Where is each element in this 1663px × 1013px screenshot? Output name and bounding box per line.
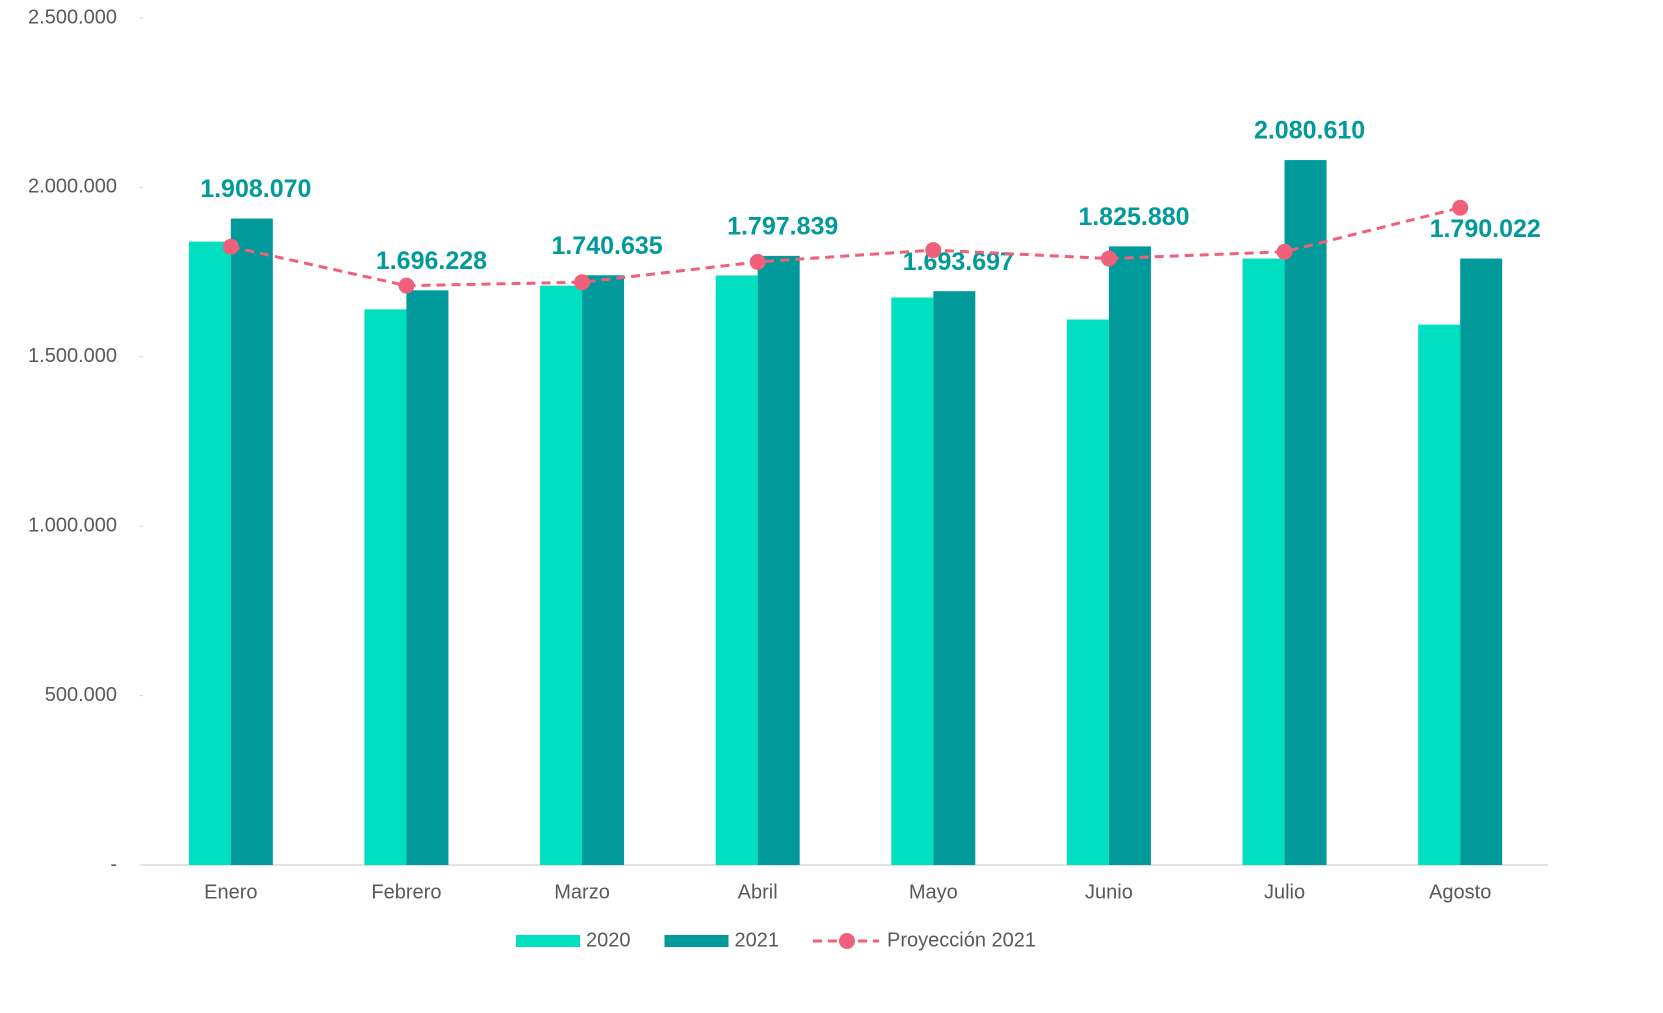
- y-tick-label: -: [110, 853, 117, 875]
- bar: [1418, 324, 1461, 865]
- bar: [406, 290, 449, 865]
- y-tick-label: 1.500.000: [28, 345, 117, 367]
- bar: [891, 297, 934, 865]
- line-marker: [574, 274, 591, 291]
- x-tick-label: Mayo: [909, 881, 958, 903]
- data-label: 1.790.022: [1430, 215, 1541, 243]
- data-label: 1.908.070: [200, 175, 311, 203]
- x-tick-label: Junio: [1085, 881, 1133, 903]
- legend-label: 2021: [735, 929, 780, 951]
- legend-swatch: [664, 935, 729, 947]
- y-tick-label: 1.000.000: [28, 514, 117, 536]
- y-tick-label: 500.000: [45, 684, 117, 706]
- bar: [757, 255, 800, 865]
- bar: [933, 291, 976, 866]
- x-tick-label: Agosto: [1429, 881, 1491, 903]
- bar: [230, 218, 273, 865]
- data-label: 1.696.228: [376, 247, 487, 275]
- y-tick-label: 2.000.000: [28, 176, 117, 198]
- data-label: 1.825.880: [1078, 203, 1189, 231]
- legend-swatch: [839, 933, 855, 949]
- line-marker: [1276, 243, 1293, 260]
- x-tick-label: Enero: [204, 881, 257, 903]
- x-tick-label: Marzo: [554, 881, 610, 903]
- bar: [188, 241, 231, 865]
- bar: [540, 285, 583, 866]
- bar: [364, 309, 407, 865]
- y-tick-label: 2.500.000: [28, 6, 117, 28]
- bar: [1284, 160, 1327, 865]
- line-marker: [749, 253, 766, 270]
- data-label: 2.080.610: [1254, 117, 1365, 145]
- bar: [1066, 319, 1109, 866]
- legend-label: 2020: [586, 929, 631, 951]
- x-tick-label: Julio: [1264, 881, 1305, 903]
- line-marker: [222, 238, 239, 255]
- bar: [1242, 258, 1285, 866]
- bar: [1108, 246, 1151, 866]
- legend-label: Proyección 2021: [887, 929, 1036, 951]
- bar: [715, 275, 758, 865]
- legend-swatch: [516, 935, 580, 947]
- bar: [582, 275, 625, 866]
- bar: [1460, 258, 1503, 866]
- data-label: 1.797.839: [727, 213, 838, 241]
- line-marker: [1452, 199, 1469, 216]
- line-marker: [1100, 250, 1117, 267]
- line-marker: [398, 277, 415, 294]
- line-marker: [925, 242, 942, 259]
- x-tick-label: Febrero: [371, 881, 441, 903]
- line: [230, 206, 1461, 288]
- data-label: 1.740.635: [551, 232, 662, 260]
- x-tick-label: Abril: [738, 881, 778, 903]
